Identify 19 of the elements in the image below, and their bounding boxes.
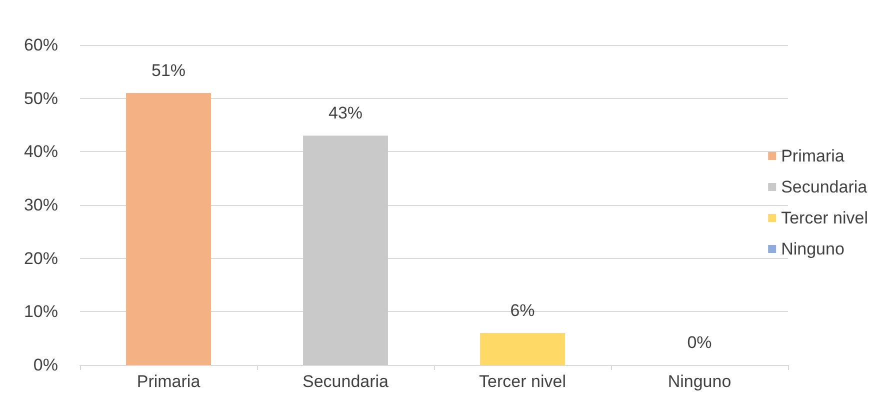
legend-label: Secundaria	[781, 178, 868, 196]
x-tick-label: Tercer nivel	[479, 372, 566, 391]
data-label: 0%	[687, 333, 712, 352]
data-label: 6%	[510, 301, 535, 320]
legend-label: Ninguno	[781, 240, 844, 258]
y-tick-label: 20%	[24, 248, 58, 268]
y-tick-label: 10%	[24, 302, 58, 322]
y-tick-label: 30%	[24, 196, 58, 214]
x-tick-label: Primaria	[136, 372, 201, 391]
y-tick-label: 40%	[24, 142, 58, 162]
legend-label: Tercer nivel	[781, 208, 868, 228]
x-tick-label: Secundaria	[302, 372, 390, 391]
y-tick-label: 60%	[24, 36, 58, 54]
x-tick-label: Ninguno	[668, 372, 732, 391]
data-label: 43%	[328, 104, 363, 123]
legend-label: Primaria	[781, 146, 845, 166]
y-tick-label: 0%	[33, 356, 58, 374]
y-tick-label: 50%	[24, 88, 58, 108]
data-label: 51%	[151, 61, 186, 80]
